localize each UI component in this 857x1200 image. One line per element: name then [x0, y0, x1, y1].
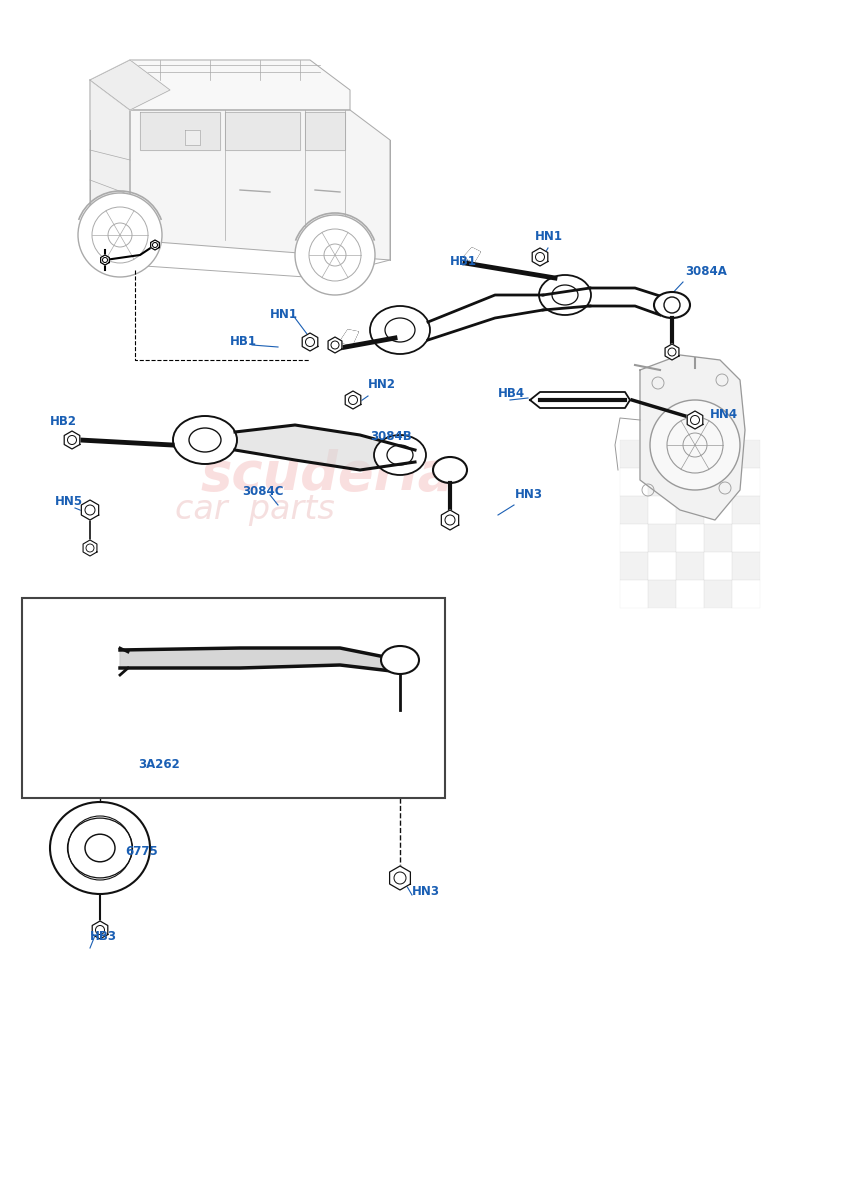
Ellipse shape: [173, 416, 237, 464]
Text: HN1: HN1: [535, 230, 563, 242]
Polygon shape: [81, 500, 99, 520]
Polygon shape: [130, 110, 390, 260]
Text: 3084B: 3084B: [370, 430, 411, 443]
Text: HB1: HB1: [230, 335, 257, 348]
Polygon shape: [390, 866, 411, 890]
Polygon shape: [140, 112, 220, 150]
Bar: [676, 468, 704, 496]
Bar: [732, 552, 760, 580]
Bar: [732, 468, 760, 496]
Text: car  parts: car parts: [175, 493, 335, 527]
Text: HB4: HB4: [498, 386, 525, 400]
Ellipse shape: [539, 275, 591, 314]
Text: HN1: HN1: [270, 308, 298, 320]
Text: HN3: HN3: [515, 488, 543, 502]
Text: HN5: HN5: [55, 494, 83, 508]
Polygon shape: [64, 431, 80, 449]
Bar: [676, 524, 704, 552]
Text: 3084A: 3084A: [685, 265, 727, 278]
Polygon shape: [687, 410, 703, 428]
Bar: [620, 524, 648, 552]
Polygon shape: [100, 254, 110, 265]
Bar: [620, 552, 648, 580]
Bar: [704, 524, 732, 552]
Bar: [732, 524, 760, 552]
Bar: [704, 580, 732, 608]
Bar: [676, 580, 704, 608]
Circle shape: [78, 193, 162, 277]
Polygon shape: [328, 337, 342, 353]
Circle shape: [295, 215, 375, 295]
Bar: [732, 496, 760, 524]
Ellipse shape: [50, 802, 150, 894]
Bar: [676, 552, 704, 580]
Text: HN3: HN3: [412, 886, 440, 898]
Ellipse shape: [381, 646, 419, 674]
Polygon shape: [305, 112, 345, 150]
Polygon shape: [90, 80, 130, 240]
Polygon shape: [151, 240, 159, 250]
Polygon shape: [441, 510, 458, 530]
Bar: [648, 524, 676, 552]
Polygon shape: [303, 332, 318, 350]
Bar: [648, 496, 676, 524]
Bar: [676, 496, 704, 524]
Polygon shape: [235, 425, 415, 470]
Bar: [620, 580, 648, 608]
Polygon shape: [345, 391, 361, 409]
Polygon shape: [340, 330, 358, 346]
Ellipse shape: [32, 646, 128, 734]
Ellipse shape: [374, 434, 426, 475]
Text: 3084C: 3084C: [242, 485, 284, 498]
Bar: [704, 468, 732, 496]
Bar: [732, 440, 760, 468]
Circle shape: [650, 400, 740, 490]
Text: 3A262: 3A262: [138, 758, 180, 770]
Bar: [620, 468, 648, 496]
Ellipse shape: [433, 457, 467, 482]
Bar: [648, 468, 676, 496]
Text: HB2: HB2: [50, 415, 77, 428]
Polygon shape: [530, 392, 630, 408]
Bar: [22, 598, 445, 798]
Polygon shape: [90, 60, 170, 110]
Bar: [620, 440, 648, 468]
Bar: [676, 440, 704, 468]
Polygon shape: [532, 248, 548, 266]
Polygon shape: [665, 344, 679, 360]
Bar: [648, 552, 676, 580]
Ellipse shape: [654, 292, 690, 318]
Polygon shape: [464, 248, 480, 262]
Bar: [704, 440, 732, 468]
Text: 6775: 6775: [125, 845, 158, 858]
Bar: [648, 580, 676, 608]
Text: scuderia: scuderia: [200, 449, 453, 502]
Bar: [704, 552, 732, 580]
Ellipse shape: [370, 306, 430, 354]
Bar: [620, 496, 648, 524]
Polygon shape: [120, 648, 400, 672]
Polygon shape: [93, 922, 108, 938]
Polygon shape: [640, 355, 745, 520]
Bar: [704, 496, 732, 524]
Polygon shape: [185, 130, 200, 145]
Bar: [732, 580, 760, 608]
Polygon shape: [90, 60, 350, 110]
Polygon shape: [225, 112, 300, 150]
Text: HB3: HB3: [90, 930, 117, 943]
Bar: [648, 440, 676, 468]
Text: HN4: HN4: [710, 408, 738, 421]
Polygon shape: [83, 540, 97, 556]
Text: HN2: HN2: [368, 378, 396, 391]
Text: HB1: HB1: [450, 254, 477, 268]
